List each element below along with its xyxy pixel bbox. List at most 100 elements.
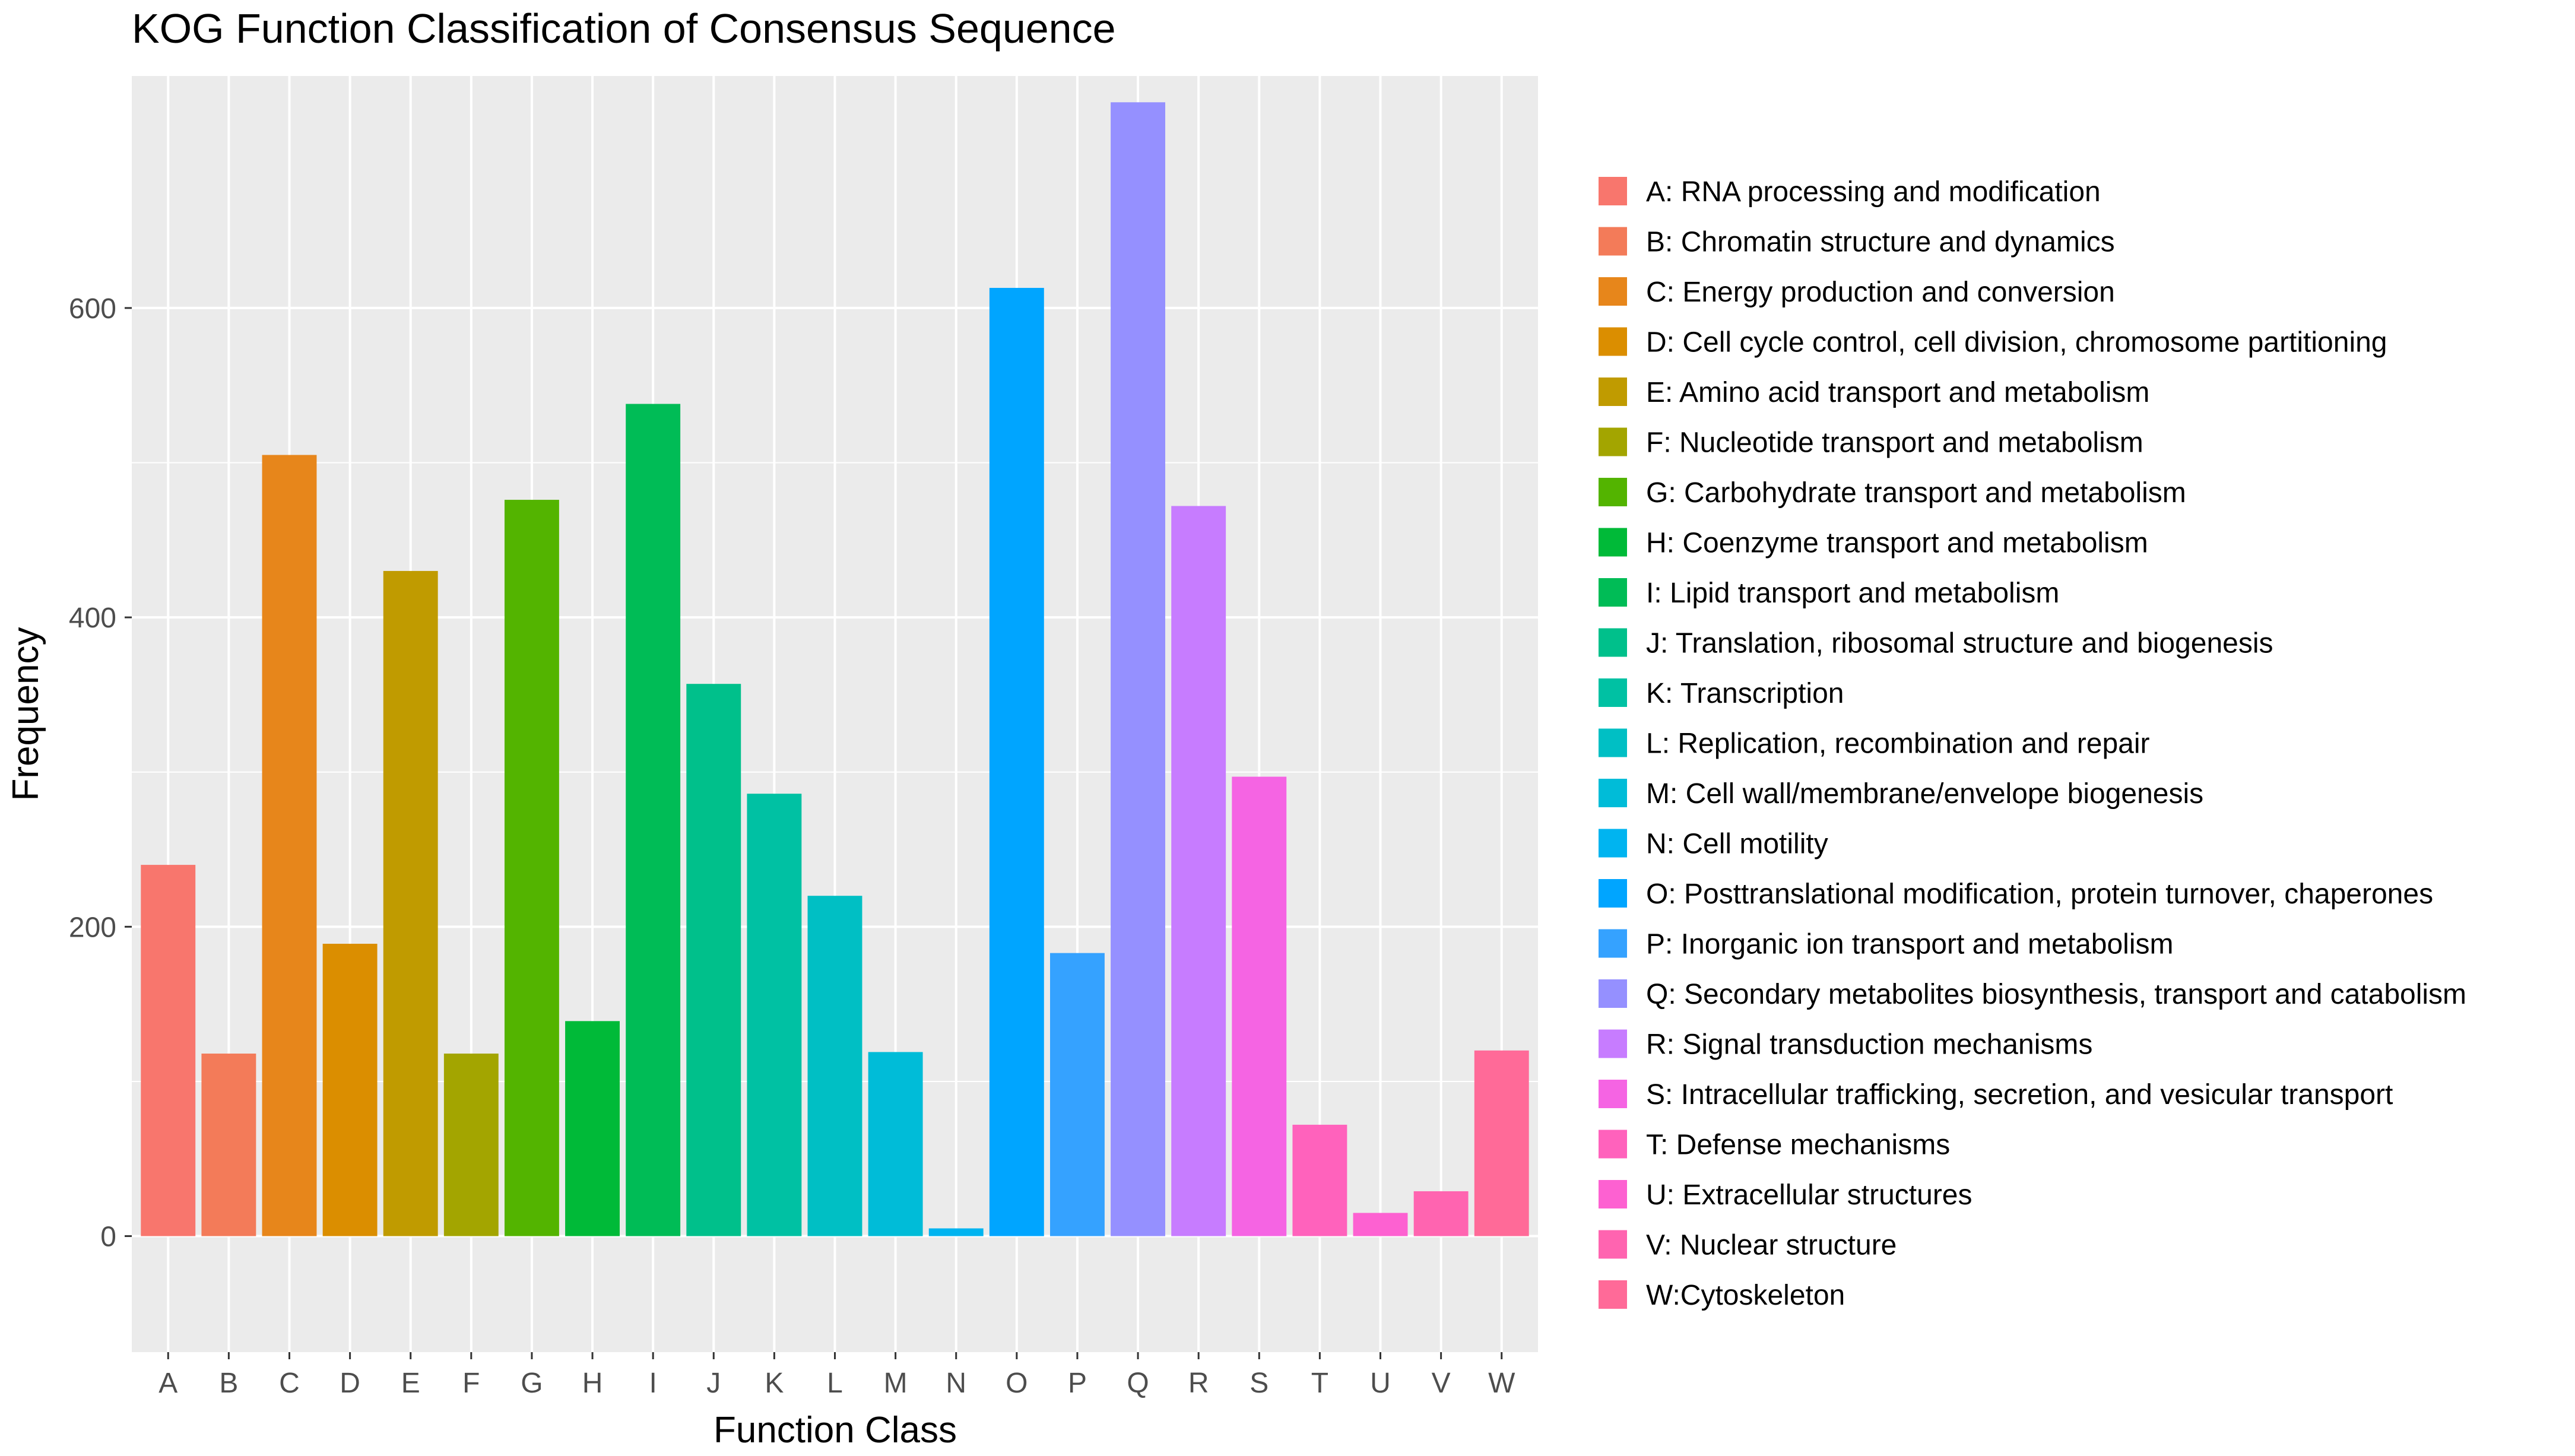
legend-key (1599, 378, 1627, 406)
legend-key (1599, 779, 1627, 807)
legend-key (1599, 277, 1627, 306)
legend-label: I: Lipid transport and metabolism (1646, 578, 2059, 609)
legend-key (1599, 1080, 1627, 1108)
x-axis-label: Function Class (713, 1410, 957, 1451)
bar-n (928, 1228, 984, 1236)
legend-key (1599, 227, 1627, 256)
legend-key (1599, 929, 1627, 958)
legend-label: G: Carbohydrate transport and metabolism (1646, 477, 2186, 509)
bar-m (868, 1052, 923, 1236)
legend-label: C: Energy production and conversion (1646, 277, 2115, 308)
legend-key (1599, 578, 1627, 607)
legend-label: F: Nucleotide transport and metabolism (1646, 427, 2143, 459)
x-tick-label: G (521, 1368, 543, 1399)
x-tick-label: M (884, 1368, 908, 1399)
x-tick-label: D (340, 1368, 360, 1399)
x-tick-label: C (279, 1368, 300, 1399)
bar-g (504, 500, 559, 1236)
x-tick-label: R (1188, 1368, 1209, 1399)
legend-label: T: Defense mechanisms (1646, 1130, 1950, 1161)
legend-label: A: RNA processing and modification (1646, 176, 2101, 208)
legend-key (1599, 979, 1627, 1008)
legend: A: RNA processing and modification B: Chr… (1599, 176, 2466, 1311)
legend-key (1599, 1230, 1627, 1259)
x-tick-label: K (765, 1368, 784, 1399)
legend-key (1599, 879, 1627, 908)
bars (141, 102, 1529, 1236)
bar-d (322, 944, 378, 1236)
x-tick-label: H (582, 1368, 603, 1399)
legend-label: E: Amino acid transport and metabolism (1646, 377, 2149, 408)
y-tick-label: 200 (69, 912, 116, 943)
legend-key (1599, 1180, 1627, 1208)
bar-j (686, 684, 741, 1236)
legend-label: P: Inorganic ion transport and metabolis… (1646, 929, 2173, 960)
legend-label: H: Coenzyme transport and metabolism (1646, 528, 2148, 559)
legend-key (1599, 829, 1627, 858)
bar-f (443, 1054, 499, 1236)
chart-title: KOG Function Classification of Consensus… (132, 5, 1116, 52)
legend-label: D: Cell cycle control, cell division, ch… (1646, 327, 2387, 359)
y-tick-label: 400 (69, 602, 116, 634)
x-tick-label: L (827, 1368, 843, 1399)
bar-c (262, 455, 317, 1236)
legend-key (1599, 1280, 1627, 1309)
bar-k (747, 794, 802, 1236)
legend-key (1599, 478, 1627, 506)
y-axis: 0 200 400 600 (69, 293, 132, 1253)
bar-t (1292, 1124, 1347, 1236)
legend-label: J: Translation, ribosomal structure and … (1646, 628, 2273, 659)
legend-label: R: Signal transduction mechanisms (1646, 1029, 2092, 1061)
legend-label: S: Intracellular trafficking, secretion,… (1646, 1079, 2393, 1111)
legend-key (1599, 177, 1627, 205)
bar-w (1474, 1050, 1529, 1236)
bar-h (565, 1021, 620, 1236)
bar-e (383, 570, 438, 1236)
x-tick-label: F (462, 1368, 480, 1399)
y-tick-label: 0 (100, 1222, 116, 1253)
x-tick-label: J (706, 1368, 721, 1399)
legend-label: B: Chromatin structure and dynamics (1646, 227, 2115, 258)
legend-key (1599, 1130, 1627, 1159)
x-tick-label: W (1488, 1368, 1515, 1399)
bar-p (1049, 953, 1105, 1236)
legend-label: L: Replication, recombination and repair (1646, 728, 2150, 760)
legend-key (1599, 1029, 1627, 1058)
legend-label: N: Cell motility (1646, 829, 1828, 860)
legend-label: U: Extracellular structures (1646, 1179, 1973, 1211)
bar-s (1232, 776, 1287, 1236)
x-tick-label: E (401, 1368, 420, 1399)
x-tick-label: A (158, 1368, 177, 1399)
legend-key (1599, 728, 1627, 757)
x-tick-label: P (1068, 1368, 1087, 1399)
legend-label: W:Cytoskeleton (1646, 1280, 1845, 1311)
legend-key (1599, 327, 1627, 356)
bar-o (989, 288, 1044, 1236)
legend-label: K: Transcription (1646, 678, 1844, 709)
bar-i (626, 404, 681, 1236)
legend-key (1599, 628, 1627, 657)
x-tick-label: V (1432, 1368, 1451, 1399)
bar-l (807, 896, 862, 1236)
x-tick-label: I (649, 1368, 657, 1399)
legend-key (1599, 528, 1627, 557)
x-tick-label: U (1370, 1368, 1391, 1399)
legend-label: O: Posttranslational modification, prote… (1646, 878, 2433, 910)
x-tick-label: S (1250, 1368, 1269, 1399)
bar-u (1353, 1213, 1408, 1236)
bar-v (1413, 1191, 1469, 1236)
x-tick-label: Q (1127, 1368, 1149, 1399)
legend-label: Q: Secondary metabolites biosynthesis, t… (1646, 979, 2466, 1010)
bar-q (1111, 102, 1166, 1236)
y-tick-label: 600 (69, 293, 116, 325)
bar-r (1171, 506, 1226, 1236)
x-tick-label: O (1006, 1368, 1028, 1399)
x-tick-label: T (1311, 1368, 1328, 1399)
legend-key (1599, 678, 1627, 707)
y-axis-label: Frequency (5, 627, 46, 801)
legend-label: V: Nuclear structure (1646, 1230, 1897, 1261)
x-tick-label: B (219, 1368, 238, 1399)
x-tick-label: N (946, 1368, 966, 1399)
